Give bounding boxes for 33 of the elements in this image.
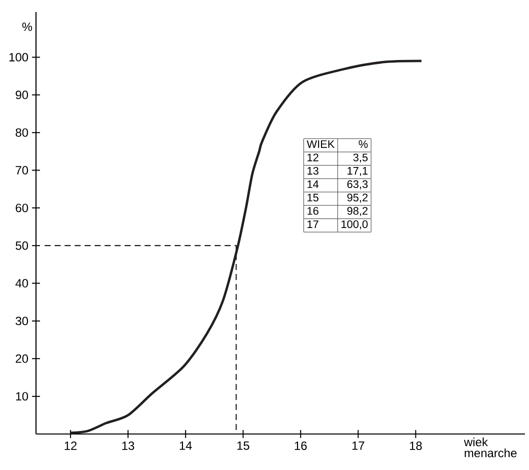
y-tick-label: 30 xyxy=(16,316,28,326)
x-tick-label: 13 xyxy=(122,442,134,450)
y-axis-title: % xyxy=(22,22,32,31)
annotation: % xyxy=(358,140,368,148)
y-tick-label: 60 xyxy=(16,204,28,212)
annotation: 17 xyxy=(308,220,318,228)
annotation: 100,0 xyxy=(342,220,368,230)
x-tick-label: 12 xyxy=(64,442,77,450)
annotation: 16 xyxy=(308,206,318,215)
x-tick-label: 16 xyxy=(294,442,307,450)
y-tick-label: 100 xyxy=(9,52,28,62)
annotation: WIEK xyxy=(306,140,335,148)
y-tick-label: 70 xyxy=(16,166,28,174)
y-tick-label: 20 xyxy=(16,354,28,363)
x-tick-label: 18 xyxy=(410,442,422,450)
annotation: 63,3 xyxy=(347,180,368,190)
annotation: 98,2 xyxy=(347,206,368,216)
annotation: 15 xyxy=(308,194,318,202)
annotation: 3,5 xyxy=(353,154,368,163)
annotation: 12 xyxy=(308,154,318,162)
annotation: 17,1 xyxy=(348,167,368,176)
annotation: 13 xyxy=(308,166,318,175)
y-tick-label: 10 xyxy=(16,392,28,401)
x-axis-title: wiek menarche xyxy=(464,438,517,458)
annotation: 14 xyxy=(308,180,319,188)
y-tick-label: 90 xyxy=(16,90,28,100)
x-tick-label: 15 xyxy=(237,442,250,450)
annotation: 95,2 xyxy=(347,194,368,203)
x-tick-label: 17 xyxy=(352,442,364,450)
x-tick-label: 14 xyxy=(180,442,192,450)
y-tick-label: 80 xyxy=(16,128,28,137)
y-tick-label: 50 xyxy=(16,241,28,250)
y-tick-label: 40 xyxy=(15,279,28,288)
